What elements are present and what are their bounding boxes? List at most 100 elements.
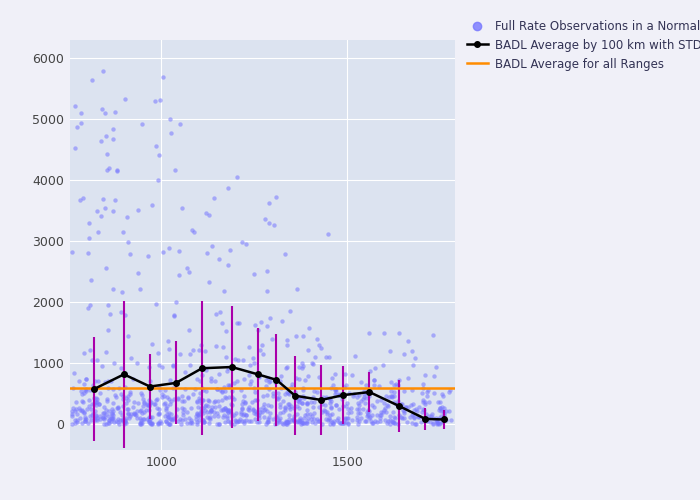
Point xyxy=(153,348,164,356)
Point xyxy=(98,410,109,418)
Point xyxy=(146,383,157,391)
Point xyxy=(225,409,237,417)
Point xyxy=(145,419,156,427)
Point xyxy=(160,412,171,420)
Point xyxy=(424,418,435,426)
Point xyxy=(395,400,407,407)
Point xyxy=(195,396,206,404)
Point xyxy=(253,410,264,418)
Point xyxy=(435,404,446,411)
Point xyxy=(119,96,130,104)
Point xyxy=(98,409,109,417)
Point xyxy=(99,108,111,116)
Point xyxy=(90,398,101,406)
Point xyxy=(239,398,250,406)
Point xyxy=(280,419,291,427)
Point xyxy=(302,346,314,354)
Point xyxy=(435,407,447,415)
Point xyxy=(139,400,150,407)
Point xyxy=(258,392,269,400)
Point xyxy=(136,390,148,398)
Point xyxy=(244,404,255,411)
Point xyxy=(225,418,236,426)
Point xyxy=(160,386,171,394)
Point xyxy=(173,416,184,424)
Point xyxy=(284,405,295,413)
Point xyxy=(307,403,318,411)
Point xyxy=(419,406,430,414)
Point xyxy=(83,304,94,312)
Point xyxy=(342,414,353,422)
Point xyxy=(153,410,164,418)
Point xyxy=(351,392,363,400)
Point xyxy=(91,411,102,419)
Point xyxy=(262,407,273,415)
Point xyxy=(352,420,363,428)
Point xyxy=(105,418,116,426)
Point xyxy=(436,390,447,398)
Point xyxy=(68,369,79,377)
Point xyxy=(205,376,216,384)
Point xyxy=(155,386,166,394)
Point xyxy=(211,386,223,394)
Point xyxy=(281,418,293,426)
Point xyxy=(126,410,137,418)
Point xyxy=(150,300,162,308)
Point xyxy=(398,410,409,418)
Point xyxy=(363,414,374,422)
Point xyxy=(229,355,240,363)
Point xyxy=(314,341,325,349)
Point xyxy=(190,412,202,420)
Point xyxy=(416,408,428,416)
Point xyxy=(90,416,101,424)
Point xyxy=(409,413,420,421)
Point xyxy=(230,408,241,416)
Point xyxy=(433,398,444,406)
Point xyxy=(435,412,447,420)
Point xyxy=(161,404,172,412)
Point xyxy=(249,388,260,396)
Point xyxy=(269,378,280,386)
Point xyxy=(384,420,395,428)
Point xyxy=(94,412,105,420)
Point xyxy=(405,402,416,409)
Point xyxy=(94,390,105,398)
Point xyxy=(186,418,197,426)
Point xyxy=(311,388,322,396)
Point xyxy=(430,362,442,370)
Point xyxy=(355,409,366,417)
Point xyxy=(342,420,354,428)
Point xyxy=(216,396,228,404)
Point xyxy=(162,412,174,420)
Point xyxy=(66,412,78,420)
Point xyxy=(216,388,228,396)
Point xyxy=(308,415,319,423)
Point xyxy=(364,329,375,337)
Point xyxy=(203,278,214,286)
Point xyxy=(167,414,178,422)
Point xyxy=(337,420,349,428)
Point xyxy=(249,407,260,415)
Point xyxy=(292,417,303,425)
Point xyxy=(314,417,325,425)
Point xyxy=(144,398,155,406)
Point xyxy=(124,388,135,396)
Point xyxy=(114,416,125,424)
Point xyxy=(162,337,174,345)
Point xyxy=(379,416,391,424)
Point xyxy=(166,416,177,424)
Legend: Full Rate Observations in a Normal Point, BADL Average by 100 km with STD, BADL : Full Rate Observations in a Normal Point… xyxy=(462,15,700,75)
Point xyxy=(158,400,169,407)
Point xyxy=(360,388,372,396)
Point xyxy=(137,402,148,409)
Point xyxy=(220,418,231,426)
Point xyxy=(270,420,281,428)
Point xyxy=(145,414,156,422)
Point xyxy=(90,394,101,402)
Point xyxy=(164,116,176,124)
Point xyxy=(264,199,275,207)
Point xyxy=(86,356,97,364)
Point xyxy=(195,404,206,411)
Point xyxy=(351,406,363,413)
Point xyxy=(153,420,164,428)
